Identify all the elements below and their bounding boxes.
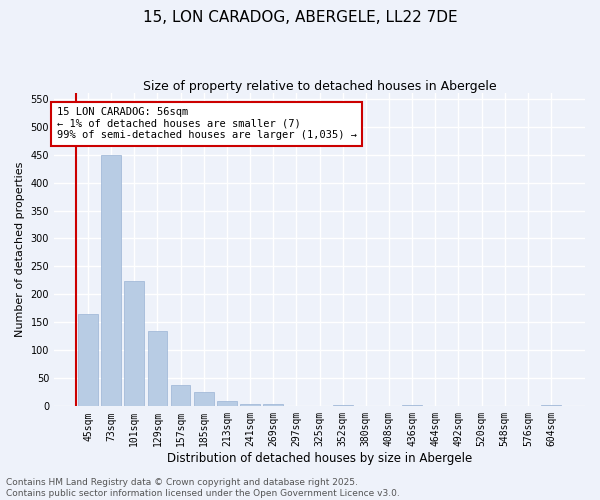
- X-axis label: Distribution of detached houses by size in Abergele: Distribution of detached houses by size …: [167, 452, 472, 465]
- Text: 15, LON CARADOG, ABERGELE, LL22 7DE: 15, LON CARADOG, ABERGELE, LL22 7DE: [143, 10, 457, 25]
- Bar: [78, 314, 98, 406]
- Bar: [101, 154, 121, 406]
- Bar: [171, 385, 190, 406]
- Text: 15 LON CARADOG: 56sqm
← 1% of detached houses are smaller (7)
99% of semi-detach: 15 LON CARADOG: 56sqm ← 1% of detached h…: [56, 107, 356, 140]
- Bar: [217, 400, 237, 406]
- Bar: [333, 404, 353, 406]
- Bar: [402, 404, 422, 406]
- Text: Contains HM Land Registry data © Crown copyright and database right 2025.
Contai: Contains HM Land Registry data © Crown c…: [6, 478, 400, 498]
- Bar: [148, 331, 167, 406]
- Bar: [124, 281, 144, 406]
- Title: Size of property relative to detached houses in Abergele: Size of property relative to detached ho…: [143, 80, 496, 93]
- Y-axis label: Number of detached properties: Number of detached properties: [15, 162, 25, 338]
- Bar: [240, 404, 260, 406]
- Bar: [263, 404, 283, 406]
- Bar: [541, 404, 561, 406]
- Bar: [194, 392, 214, 406]
